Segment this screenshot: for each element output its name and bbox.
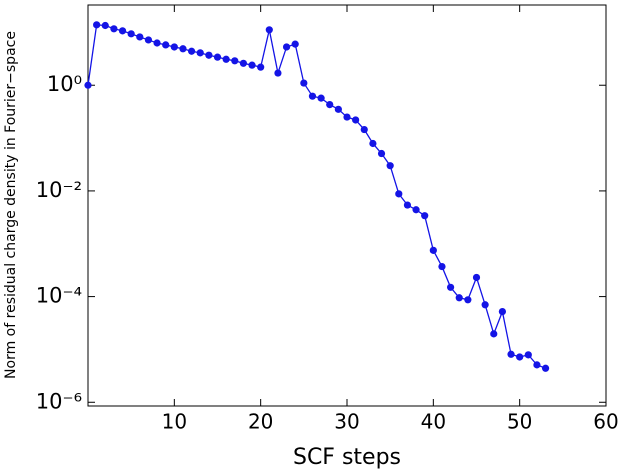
- data-point: [498, 307, 506, 316]
- data-point: [291, 40, 299, 48]
- data-point: [84, 81, 92, 89]
- data-point: [377, 149, 386, 158]
- data-point: [533, 361, 541, 369]
- y-tick-label: 10⁰: [47, 72, 82, 96]
- x-tick-label: 30: [334, 410, 359, 434]
- y-tick-label: 10⁻⁶: [36, 389, 82, 413]
- data-point: [412, 206, 420, 214]
- data-point: [447, 283, 455, 291]
- data-point: [110, 25, 118, 33]
- data-point: [162, 41, 170, 49]
- data-point: [464, 296, 472, 304]
- x-axis-label: SCF steps: [293, 445, 401, 470]
- data-point: [343, 113, 351, 121]
- data-point: [205, 51, 213, 59]
- data-point: [179, 45, 187, 53]
- data-point: [481, 301, 489, 309]
- data-point: [421, 212, 429, 220]
- data-point: [403, 201, 412, 209]
- data-point: [196, 49, 204, 57]
- x-tick-label: 40: [421, 410, 446, 434]
- data-point: [524, 351, 532, 359]
- data-point: [101, 21, 109, 30]
- data-point: [222, 55, 230, 63]
- data-point: [516, 353, 524, 361]
- data-point: [265, 26, 273, 34]
- data-point: [317, 94, 325, 102]
- x-tick-label: 60: [593, 410, 618, 434]
- data-point: [541, 364, 550, 372]
- data-point: [188, 47, 196, 55]
- data-point: [248, 61, 256, 69]
- data-point: [118, 27, 127, 35]
- y-tick-label: 10⁻²: [36, 178, 82, 202]
- data-point: [93, 21, 101, 29]
- data-point: [334, 105, 342, 113]
- data-point: [127, 30, 135, 38]
- x-tick-label: 20: [248, 410, 273, 434]
- data-point: [170, 43, 178, 51]
- data-point: [395, 190, 403, 198]
- data-point: [282, 43, 291, 51]
- y-axis-label: Norm of residual charge density in Fouri…: [3, 31, 19, 379]
- data-point: [153, 39, 161, 47]
- data-point: [213, 53, 222, 61]
- series-line: [87, 24, 546, 369]
- data-point: [438, 262, 446, 271]
- data-point: [308, 92, 317, 100]
- data-point: [257, 63, 265, 71]
- data-point: [429, 246, 437, 254]
- data-point: [455, 294, 463, 302]
- data-point: [300, 79, 308, 87]
- data-point: [490, 330, 498, 338]
- data-point: [386, 162, 394, 170]
- data-point: [352, 116, 360, 124]
- data-point: [360, 125, 368, 134]
- x-tick-label: 10: [162, 410, 187, 434]
- data-point: [472, 273, 481, 282]
- data-point: [136, 33, 144, 41]
- data-point: [507, 350, 515, 358]
- data-point: [231, 57, 239, 65]
- plot-frame: [87, 4, 607, 407]
- y-tick-label: 10⁻⁴: [36, 284, 82, 308]
- data-point: [369, 139, 377, 148]
- x-tick-label: 50: [507, 410, 532, 434]
- data-point: [326, 101, 334, 109]
- data-point: [239, 59, 247, 67]
- data-point: [144, 36, 153, 44]
- data-point: [274, 69, 282, 77]
